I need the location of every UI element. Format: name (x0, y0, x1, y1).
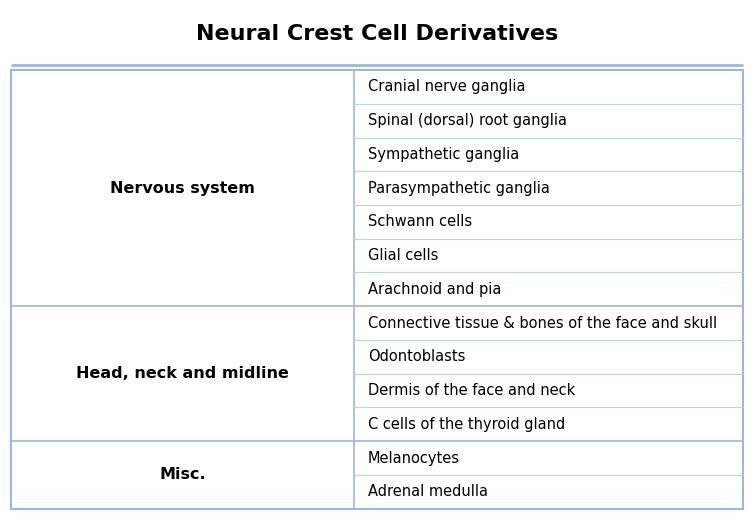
Text: Glial cells: Glial cells (368, 248, 438, 263)
Text: Nervous system: Nervous system (110, 181, 256, 196)
Text: Neural Crest Cell Derivatives: Neural Crest Cell Derivatives (196, 24, 558, 44)
Text: Odontoblasts: Odontoblasts (368, 349, 465, 364)
Bar (11, 70, 743, 509)
Text: Sympathetic ganglia: Sympathetic ganglia (368, 147, 520, 162)
Text: Adrenal medulla: Adrenal medulla (368, 484, 488, 499)
Text: Cranial nerve ganglia: Cranial nerve ganglia (368, 79, 526, 94)
Text: Melanocytes: Melanocytes (368, 450, 460, 466)
Text: Misc.: Misc. (160, 468, 206, 482)
Text: C cells of the thyroid gland: C cells of the thyroid gland (368, 417, 566, 432)
Text: Arachnoid and pia: Arachnoid and pia (368, 282, 501, 297)
Text: Connective tissue & bones of the face and skull: Connective tissue & bones of the face an… (368, 316, 717, 331)
Text: Dermis of the face and neck: Dermis of the face and neck (368, 383, 575, 398)
Text: Spinal (dorsal) root ganglia: Spinal (dorsal) root ganglia (368, 113, 567, 128)
Text: Parasympathetic ganglia: Parasympathetic ganglia (368, 181, 550, 196)
Text: Schwann cells: Schwann cells (368, 214, 472, 229)
Text: Head, neck and midline: Head, neck and midline (76, 366, 290, 381)
